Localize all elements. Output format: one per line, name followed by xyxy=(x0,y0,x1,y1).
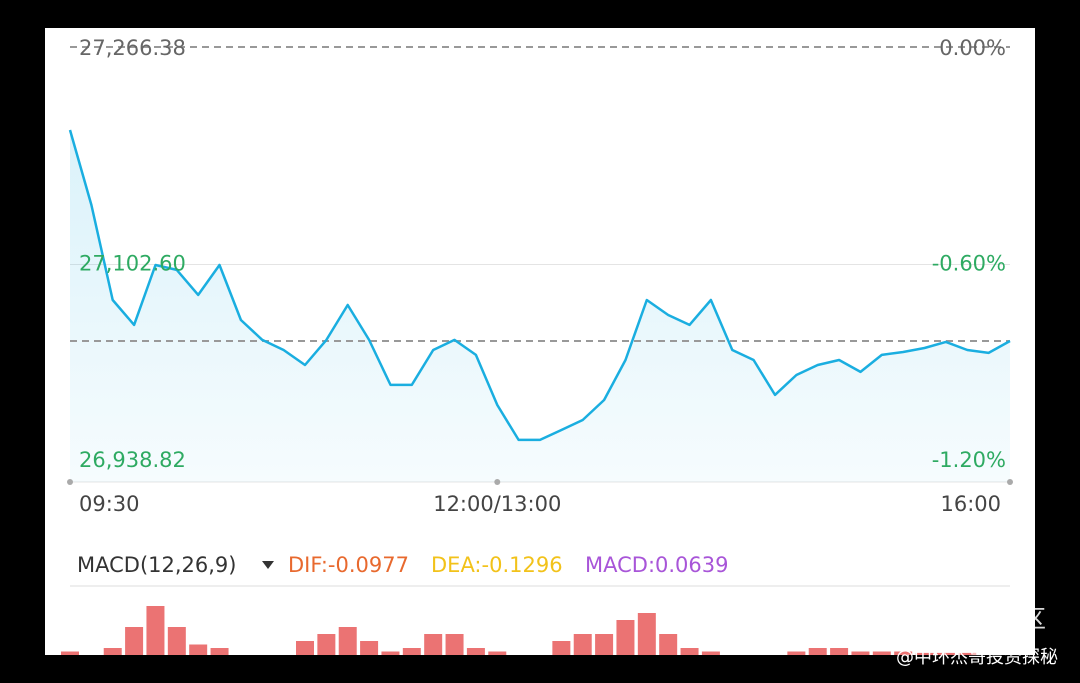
x-tick-label: 09:30 xyxy=(79,492,140,516)
macd-title[interactable]: MACD(12,26,9) xyxy=(77,553,237,577)
macd-bar xyxy=(466,648,485,655)
macd-bar xyxy=(894,651,913,655)
macd-bar xyxy=(445,634,464,655)
macd-bar xyxy=(424,634,443,655)
macd-bar xyxy=(103,648,122,655)
macd-bar xyxy=(915,652,934,655)
bottom-bar xyxy=(0,655,1080,683)
dea-label: DEA:-0.1296 xyxy=(431,553,563,577)
macd-bar xyxy=(872,651,891,655)
macd-bar xyxy=(936,652,955,655)
x-tick-dot xyxy=(67,479,73,485)
macd-bar xyxy=(958,652,977,655)
y2-tick-label: -0.60% xyxy=(932,252,1006,276)
macd-bar xyxy=(552,641,571,655)
watermark-author: @中环杰哥投资探秘 xyxy=(896,647,1058,668)
x-tick-dot xyxy=(494,479,501,485)
macd-bar xyxy=(787,651,806,655)
x-tick-label: 12:00/13:00 xyxy=(433,492,561,516)
macd-bar xyxy=(317,634,336,655)
macd-bar xyxy=(573,634,592,655)
y2-tick-label: 0.00% xyxy=(939,36,1006,60)
macd-bar xyxy=(167,627,186,655)
macd-bar xyxy=(488,651,507,655)
macd-bar xyxy=(61,651,79,655)
price-line xyxy=(68,129,1011,442)
y-tick-label: 27,266.38 xyxy=(79,36,186,60)
macd-bar xyxy=(659,634,678,655)
macd-bar xyxy=(125,627,144,655)
macd-bar xyxy=(808,648,827,655)
macd-bar xyxy=(680,648,699,655)
dif-label: DIF:-0.0977 xyxy=(288,553,409,577)
macd-bar xyxy=(637,613,656,655)
x-tick-label: 16:00 xyxy=(940,492,1001,516)
macd-bar xyxy=(146,606,165,655)
macd-label: MACD:0.0639 xyxy=(585,553,729,577)
area xyxy=(70,130,1010,482)
y2-tick-label: -1.20% xyxy=(932,448,1006,472)
macd-bar xyxy=(210,648,229,655)
macd-bar xyxy=(616,620,635,655)
y-tick-label: 26,938.82 xyxy=(79,448,186,472)
x-tick-dot xyxy=(1007,479,1013,485)
macd-bar xyxy=(701,651,720,655)
dropdown-arrow[interactable] xyxy=(262,561,274,569)
macd-bar xyxy=(189,644,208,655)
watermark-logo xyxy=(908,605,938,635)
macd-bar xyxy=(402,648,421,655)
macd-bar xyxy=(381,651,400,655)
watermark-brand: 老虎社区 xyxy=(950,605,1046,633)
macd-bar xyxy=(595,634,614,655)
macd-bar xyxy=(296,641,314,655)
macd-bar xyxy=(851,651,870,655)
y-tick-label: 27,102.60 xyxy=(79,252,186,276)
macd-bar xyxy=(360,641,379,655)
macd-bar xyxy=(830,648,849,655)
macd-bar xyxy=(338,627,357,655)
